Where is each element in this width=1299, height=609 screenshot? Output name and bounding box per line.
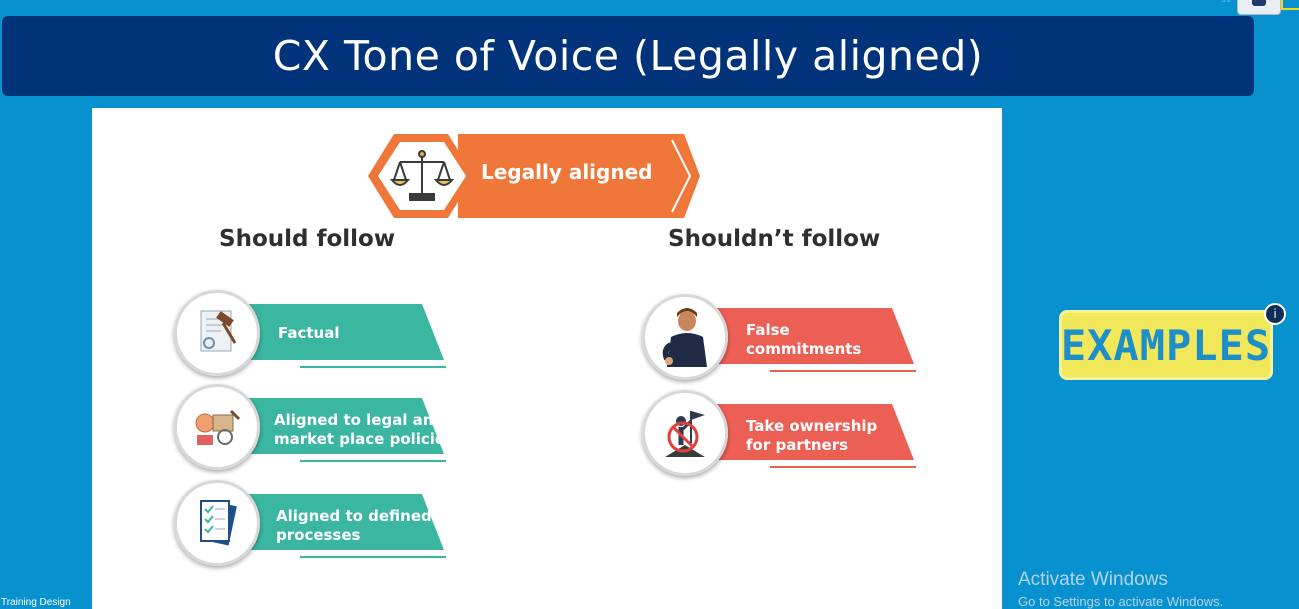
should-follow-heading: Should follow bbox=[219, 226, 396, 252]
list-item-legal-policies: Aligned to legal and market place polici… bbox=[174, 384, 464, 474]
item-label-ownership-line2: for partners bbox=[746, 436, 849, 454]
footer-label: Training Design bbox=[1, 597, 71, 608]
toolbar-knob bbox=[1252, 0, 1266, 6]
list-item-factual: Factual bbox=[174, 290, 464, 380]
slide-canvas: Legally aligned Should follow Shouldn’t … bbox=[92, 108, 1002, 609]
scales-icon bbox=[389, 150, 455, 201]
prohibited-person-flag-icon bbox=[642, 390, 728, 476]
checklist-icon bbox=[174, 480, 260, 566]
examples-button[interactable]: EXAMPLES bbox=[1059, 310, 1273, 380]
activation-watermark-subtitle: Go to Settings to activate Windows. bbox=[1018, 594, 1224, 609]
item-label-ownership-line1: Take ownership bbox=[746, 417, 878, 435]
item-label-processes-line1: Aligned to defined bbox=[276, 507, 432, 525]
page-title: CX Tone of Voice (Legally aligned) bbox=[272, 32, 984, 80]
item-label-factual: Factual bbox=[278, 324, 340, 342]
presenter-toolbar-toggle[interactable] bbox=[1237, 0, 1281, 15]
shouldnt-follow-heading: Shouldn’t follow bbox=[668, 226, 881, 252]
info-icon[interactable]: i bbox=[1264, 303, 1286, 325]
legally-aligned-banner bbox=[368, 134, 700, 218]
item-label-legal-line2: market place policies bbox=[274, 430, 455, 448]
list-item-take-ownership: Take ownership for partners bbox=[642, 390, 932, 480]
list-item-false-commitments: False commitments bbox=[642, 294, 932, 384]
fullscreen-corner-icon[interactable] bbox=[1281, 0, 1299, 10]
item-label-false-line1: False bbox=[746, 321, 790, 339]
list-item-defined-processes: Aligned to defined processes bbox=[174, 480, 464, 570]
legal-items-icon bbox=[174, 384, 260, 470]
person-crossed-fingers-icon bbox=[642, 294, 728, 380]
activation-watermark-title: Activate Windows bbox=[1018, 569, 1168, 590]
title-bar: CX Tone of Voice (Legally aligned) bbox=[2, 16, 1254, 96]
item-label-false-line2: commitments bbox=[746, 340, 862, 358]
tray-glyph: ◦◦ bbox=[1221, 0, 1232, 7]
examples-label: EXAMPLES bbox=[1060, 320, 1272, 370]
item-label-legal-line1: Aligned to legal and bbox=[274, 411, 445, 429]
banner-label: Legally aligned bbox=[481, 160, 653, 184]
gavel-document-icon bbox=[174, 290, 260, 376]
item-label-processes-line2: processes bbox=[276, 526, 361, 544]
